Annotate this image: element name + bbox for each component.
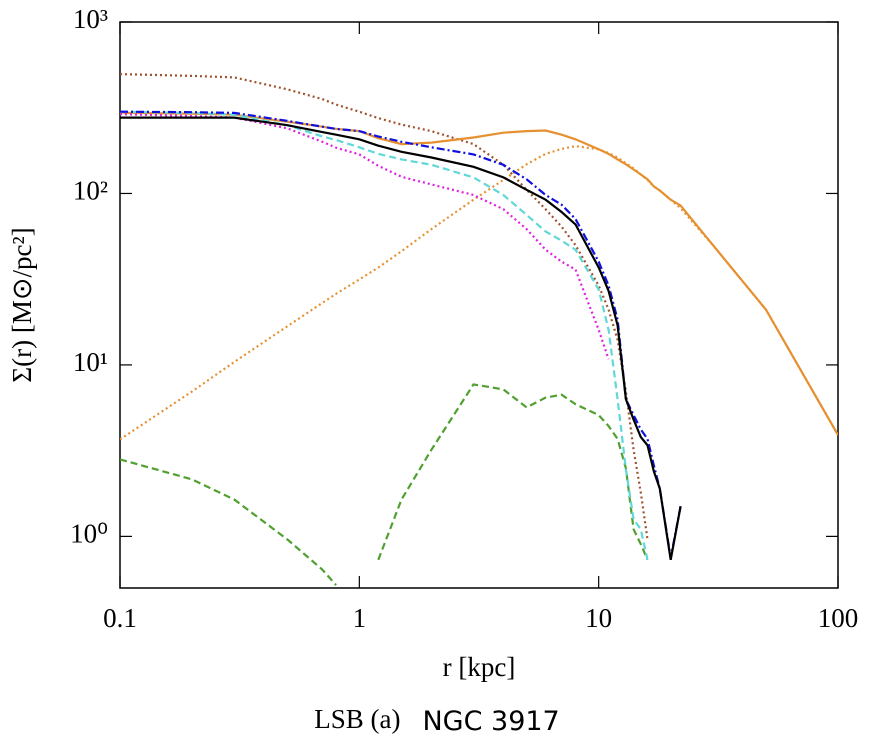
series-line (120, 73, 649, 540)
lines (120, 73, 838, 586)
series-line (120, 383, 649, 586)
x-tick-label: 0.1 (103, 603, 137, 633)
series-line (120, 116, 682, 560)
x-tick-label: 100 (818, 603, 859, 633)
y-tick-label: 10¹ (73, 347, 108, 377)
series-line (120, 110, 682, 559)
chart-title: NGC 3917 (422, 706, 559, 737)
series-line (120, 111, 838, 436)
y-tick-label: 10² (73, 176, 108, 206)
x-tick-label: 1 (353, 603, 367, 633)
y-tick-label: 10³ (73, 4, 108, 34)
y-tick-label: 10⁰ (70, 519, 108, 549)
caption-prefix: LSB (a) (314, 704, 400, 734)
y-axis-label: Σ(r) [M⊙/pc²] (7, 227, 37, 382)
caption: LSB (a) NGC 3917 (314, 704, 560, 736)
series-line (120, 113, 610, 360)
plot-frame (119, 21, 839, 589)
series-line (120, 144, 838, 441)
series-line (120, 110, 649, 561)
x-tick-label: 10 (585, 603, 612, 633)
x-axis-label: r [kpc] (443, 652, 516, 682)
